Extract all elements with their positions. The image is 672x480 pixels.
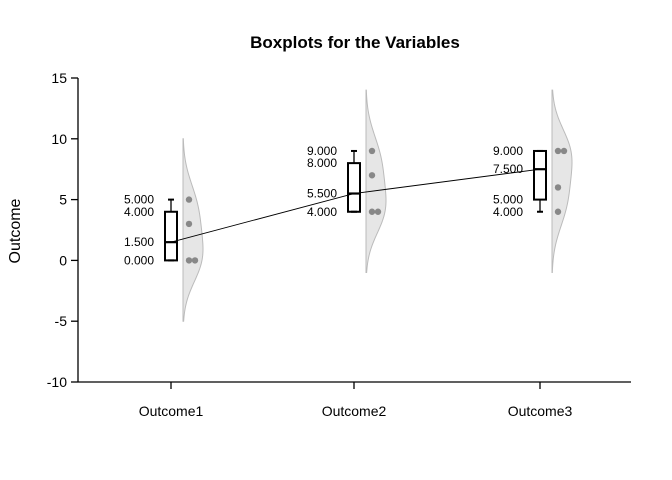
- density-shape: [551, 89, 573, 274]
- stat-label: 5.000: [124, 193, 154, 207]
- y-tick-label: 0: [59, 252, 67, 268]
- chart-title: Boxplots for the Variables: [250, 33, 460, 52]
- data-point: [185, 257, 193, 264]
- x-tick-label: Outcome3: [508, 403, 573, 419]
- stat-label: 8.000: [307, 156, 337, 170]
- data-point: [191, 257, 199, 264]
- stat-label: 9.000: [493, 144, 523, 158]
- box: [533, 149, 547, 201]
- y-tick-label: 5: [59, 192, 67, 208]
- y-axis: -10 -5 0 5 10 15: [47, 70, 79, 390]
- x-axis: Outcome1 Outcome2 Outcome3: [78, 381, 631, 419]
- stat-label: 4.000: [307, 205, 337, 219]
- data-point: [554, 184, 562, 191]
- plot-area: 5.0004.0001.5000.0009.0008.0005.5004.000…: [124, 89, 573, 322]
- stat-label: 7.500: [493, 162, 523, 176]
- data-point: [554, 147, 562, 155]
- data-point: [368, 172, 376, 179]
- data-point: [368, 208, 376, 215]
- y-tick-label: -10: [47, 374, 67, 390]
- stat-label: 9.000: [307, 144, 337, 158]
- data-point: [374, 208, 382, 215]
- stat-label: 5.500: [307, 187, 337, 201]
- stat-label: 4.000: [493, 205, 523, 219]
- data-point: [560, 147, 568, 155]
- y-tick-label: 10: [51, 131, 67, 147]
- x-tick-label: Outcome1: [139, 403, 204, 419]
- stat-label: 1.500: [124, 235, 154, 249]
- density-shape: [365, 89, 387, 274]
- data-point: [185, 196, 193, 203]
- y-tick-label: 15: [51, 70, 67, 86]
- data-point: [554, 208, 562, 215]
- density-shape: [182, 138, 204, 322]
- y-tick-label: -5: [55, 313, 68, 329]
- data-point: [185, 220, 193, 228]
- stat-label: 5.000: [493, 193, 523, 207]
- box: [347, 162, 361, 213]
- stat-label: 4.000: [124, 205, 154, 219]
- data-point: [368, 147, 376, 155]
- median-connector-line: [170, 168, 541, 243]
- box: [164, 210, 178, 262]
- stat-label: 0.000: [124, 253, 154, 267]
- x-tick-label: Outcome2: [322, 403, 387, 419]
- y-axis-label: Outcome: [7, 198, 24, 263]
